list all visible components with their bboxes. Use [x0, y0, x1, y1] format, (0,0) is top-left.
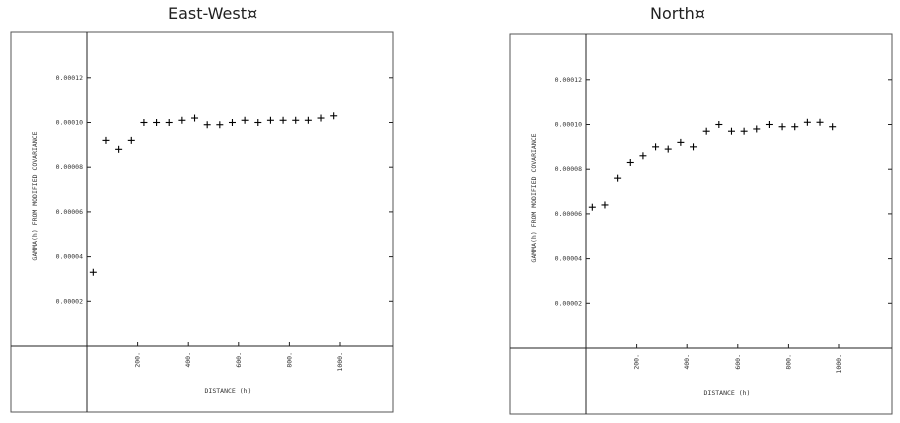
north-y-tick-label: 0.00008 [555, 165, 582, 173]
east-west-data-point [153, 119, 161, 126]
north-y-tick-label: 0.00002 [555, 299, 582, 307]
east-west-data-point [254, 119, 262, 126]
east-west-x-tick-label: 1000. [336, 352, 344, 372]
north-data-point [652, 143, 660, 151]
east-west-data-point [127, 136, 135, 144]
east-west-data-point [102, 136, 110, 144]
north-data-point [588, 203, 596, 211]
north-x-tick-label: 400. [683, 354, 691, 370]
east-west-data-point [140, 119, 148, 126]
north-panel: 200. 400. 600. 800. 1000. 0.00002 0.00004 0.000… [509, 33, 893, 415]
north-data-point [765, 121, 773, 128]
north-data-point [664, 145, 672, 153]
east-west-data-point [178, 116, 186, 124]
north-data-point [614, 174, 622, 182]
north-data-point [816, 118, 824, 126]
east-west-y-tick-label: 0.00008 [56, 163, 83, 171]
north-y-tick-label: 0.00004 [555, 255, 582, 263]
north-data-point [639, 152, 647, 160]
north-x-tick-label: 600. [734, 354, 742, 370]
east-west-x-tick-label: 600. [235, 352, 243, 368]
east-west-data-point [330, 112, 338, 120]
east-west-x-tick-label: 400. [184, 352, 192, 368]
north-y-label: GAMMA(h) FROM MODIFIED COVARIANCE [530, 133, 538, 262]
north-title: North¤ [650, 4, 705, 23]
north-data-point [803, 118, 811, 126]
north-data-point [677, 138, 685, 146]
north-data-point [753, 125, 761, 133]
north-data-point [702, 127, 710, 135]
east-west-y-tick-label: 0.00002 [56, 297, 83, 305]
east-west-y-label: GAMMA(h) FROM MODIFIED COVARIANCE [31, 131, 39, 260]
north-x-tick-label: 200. [633, 354, 641, 370]
east-west-data-point [279, 116, 287, 124]
north-data-point [715, 121, 723, 128]
north-frame [509, 33, 893, 415]
east-west-data-point [115, 145, 123, 153]
east-west-data-point [241, 116, 249, 124]
north-data-point [740, 127, 748, 135]
east-west-y-tick-label: 0.00012 [56, 74, 83, 82]
north-y-tick-label: 0.00006 [555, 210, 582, 218]
east-west-data-point [304, 116, 312, 124]
north-x-label: DISTANCE (h) [704, 389, 751, 397]
north-data-point [791, 123, 799, 131]
east-west-x-tick-label: 800. [285, 352, 293, 368]
east-west-x-label: DISTANCE (h) [205, 387, 252, 395]
east-west-data-point [317, 114, 325, 122]
east-west-data-point [191, 114, 199, 122]
east-west-x-tick-label: 200. [134, 352, 142, 368]
east-west-data-point [292, 116, 300, 124]
north-data-point [829, 123, 837, 131]
north-data-point [690, 143, 698, 151]
north-x-tick-label: 1000. [835, 354, 843, 374]
east-west-data-point [203, 121, 211, 129]
north-data-point [727, 127, 735, 135]
east-west-y-tick-label: 0.00004 [56, 253, 83, 261]
north-data-point [626, 158, 634, 166]
east-west-title: East-West¤ [168, 4, 258, 23]
east-west-frame [10, 31, 394, 413]
north-data-point [601, 201, 609, 209]
north-x-tick-label: 800. [784, 354, 792, 370]
east-west-data-point [165, 119, 173, 126]
east-west-data-point [266, 116, 274, 124]
east-west-y-tick-label: 0.00010 [56, 119, 83, 127]
north-y-tick-label: 0.00010 [555, 121, 582, 129]
east-west-panel: 200. 400. 600. 800. 1000. 0.00002 0.00004 0.000… [10, 31, 394, 413]
north-data-point [778, 123, 786, 131]
east-west-y-tick-label: 0.00006 [56, 208, 83, 216]
east-west-data-point [89, 268, 97, 276]
east-west-data-point [228, 119, 236, 126]
north-y-tick-label: 0.00012 [555, 76, 582, 84]
east-west-data-point [216, 121, 224, 129]
